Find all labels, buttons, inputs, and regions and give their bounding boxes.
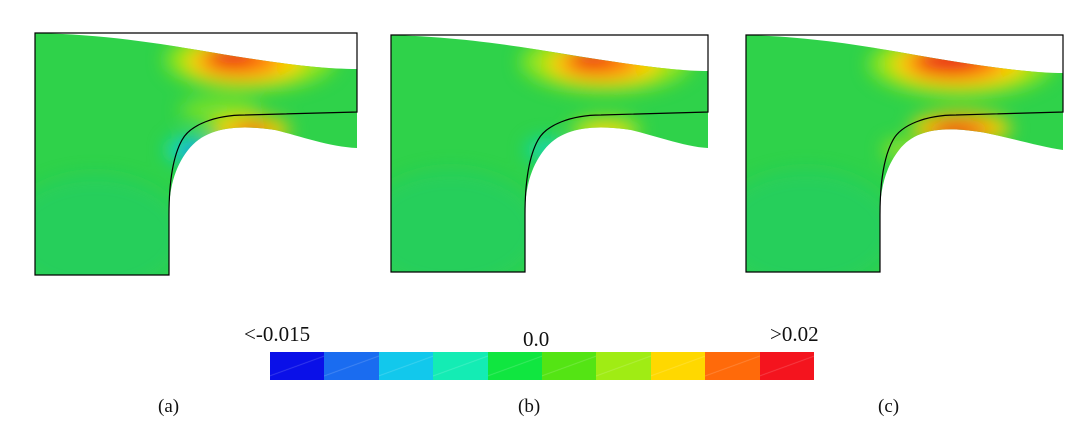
colorbar-mid-label: 0.0	[523, 327, 550, 351]
contour-plot-a	[34, 32, 358, 276]
caption-a: (a)	[158, 396, 180, 417]
colorbar-swatch-10	[759, 352, 815, 380]
colorbar-swatch-9	[705, 352, 760, 380]
outline-b	[390, 34, 709, 273]
caption-c: (c)	[878, 396, 900, 417]
colorbar-swatch-5	[487, 352, 543, 380]
colorbar-swatch-8	[650, 352, 706, 380]
colorbar-swatch-1	[270, 352, 325, 380]
colorbar-swatch-7	[596, 352, 651, 380]
caption-b: (b)	[518, 396, 541, 417]
colorbar-max-label: >0.02	[770, 322, 819, 346]
contour-panel-b	[356, 0, 726, 290]
contour-plot-c	[745, 34, 1064, 273]
contour-plot-b	[390, 34, 709, 273]
outline-c	[745, 34, 1064, 273]
strain-field-c	[746, 35, 1063, 272]
colorbar-swatch-4	[433, 352, 488, 380]
colorbar-swatch-3	[378, 352, 434, 380]
strain-field-b	[391, 35, 708, 272]
outline-a	[34, 32, 358, 276]
colorbar-swatch-2	[324, 352, 379, 380]
colorbar-min-label: <-0.015	[244, 322, 311, 346]
contour-panel-c	[711, 0, 1084, 290]
contour-panel-a	[0, 0, 370, 290]
colorbar	[270, 352, 815, 380]
strain-field-a	[35, 33, 357, 275]
colorbar-swatch-6	[542, 352, 597, 380]
